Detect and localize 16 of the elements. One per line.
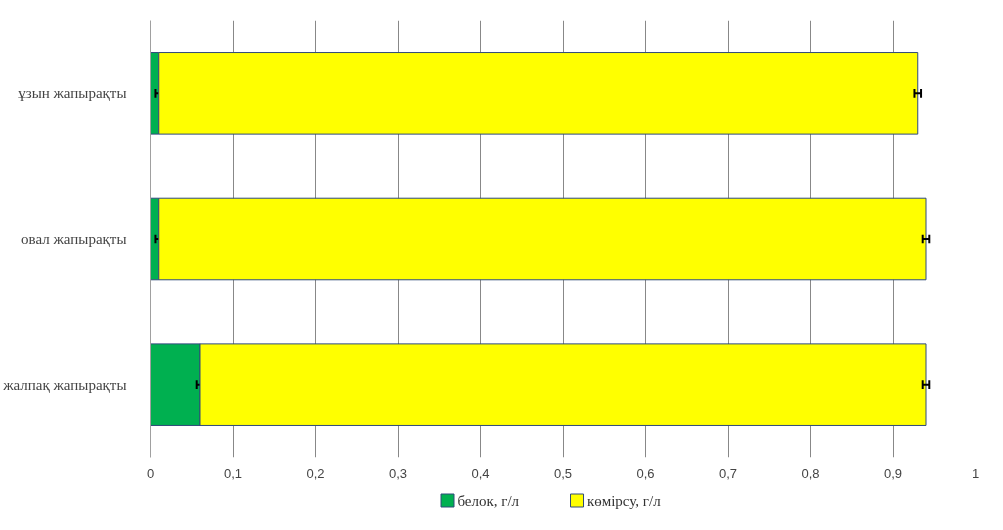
x-tick-label: 0,5 [553,465,573,481]
x-tick-label: 0,2 [306,465,325,481]
x-tick-label: 0,6 [636,465,655,481]
x-tick-label: 0,8 [801,465,820,481]
y-tick-label: жалпақ жапырақты [2,376,127,393]
x-tick-label: 0 [146,465,155,481]
y-tick-label: ұзын жапырақты [18,85,127,102]
x-tick-label: 0,4 [471,465,490,481]
x-tick-label: 0,3 [388,465,408,481]
x-tick-label: 0,7 [718,465,738,481]
y-tick-label: овал жапырақты [21,231,127,247]
legend-label: көмірсу, г/л [586,492,662,509]
x-tick-label: 0,1 [223,465,243,481]
legend-label: белок, г/л [457,492,520,509]
x-tick-label: 0,9 [883,465,903,481]
x-tick-label: 1 [971,465,980,481]
